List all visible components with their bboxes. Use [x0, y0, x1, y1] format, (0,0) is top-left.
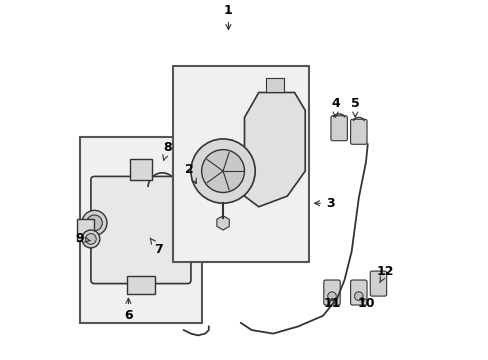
Text: 7: 7 [150, 238, 163, 256]
Text: 3: 3 [314, 197, 334, 210]
Circle shape [201, 150, 244, 193]
Circle shape [175, 200, 200, 225]
Text: 6: 6 [124, 298, 132, 322]
Circle shape [85, 234, 96, 244]
FancyBboxPatch shape [330, 116, 346, 141]
Text: 1: 1 [224, 4, 232, 30]
FancyBboxPatch shape [350, 119, 366, 144]
Circle shape [185, 198, 206, 219]
Circle shape [354, 292, 363, 300]
Circle shape [185, 234, 206, 255]
Bar [265, 78, 283, 93]
Text: 12: 12 [376, 265, 393, 283]
Circle shape [82, 230, 100, 248]
Bar [173, 66, 308, 262]
FancyBboxPatch shape [91, 176, 190, 284]
FancyBboxPatch shape [323, 280, 340, 305]
Bar [77, 219, 94, 241]
Bar [126, 276, 155, 294]
Text: 5: 5 [350, 97, 359, 117]
Circle shape [179, 240, 195, 256]
Text: 11: 11 [323, 297, 340, 310]
Circle shape [327, 292, 336, 300]
Text: 2: 2 [184, 163, 196, 184]
Circle shape [86, 215, 102, 231]
Polygon shape [244, 93, 305, 207]
FancyBboxPatch shape [369, 271, 386, 296]
Bar [80, 137, 201, 323]
Circle shape [82, 210, 107, 235]
Text: 9: 9 [76, 233, 90, 246]
Circle shape [175, 235, 200, 260]
Text: 10: 10 [356, 297, 374, 310]
FancyBboxPatch shape [350, 280, 366, 305]
Circle shape [179, 204, 195, 220]
Circle shape [190, 139, 255, 203]
Text: 8: 8 [163, 141, 172, 160]
Text: 4: 4 [330, 97, 339, 117]
Bar [130, 158, 151, 180]
